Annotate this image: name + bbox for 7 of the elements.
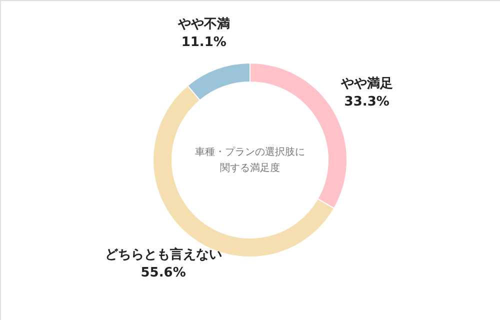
data-label: 11.1% — [181, 35, 226, 50]
slice-label: やや満足 — [340, 76, 393, 92]
data-label: 33.3% — [344, 94, 390, 110]
slice-label: どちらとも言えない — [104, 246, 222, 262]
data-label: 55.6% — [140, 265, 186, 280]
slice-label: やや不満 — [176, 17, 230, 32]
text: 車種・プランの選択肢に関する満足度 — [195, 146, 305, 174]
